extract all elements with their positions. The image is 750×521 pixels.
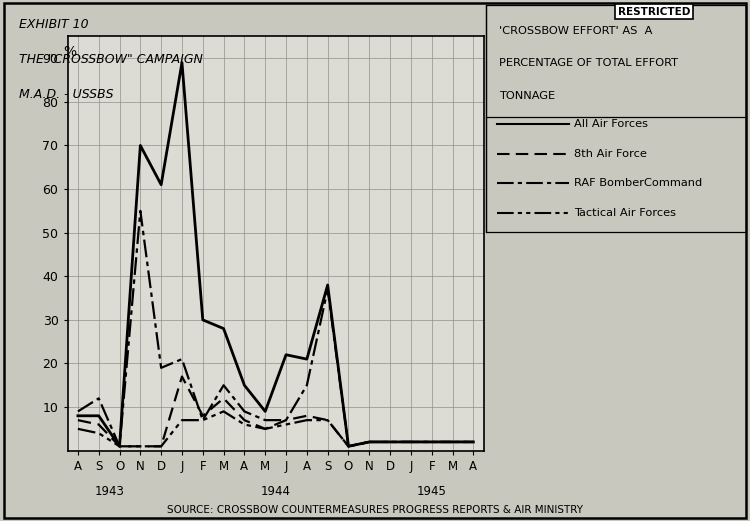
Text: TONNAGE: TONNAGE [499, 91, 555, 101]
Text: EXHIBIT 10: EXHIBIT 10 [19, 18, 88, 31]
Text: 8th Air Force: 8th Air Force [574, 148, 647, 159]
Text: 1943: 1943 [94, 486, 124, 499]
Text: 1945: 1945 [417, 486, 447, 499]
Text: SOURCE: CROSSBOW COUNTERMEASURES PROGRESS REPORTS & AIR MINISTRY: SOURCE: CROSSBOW COUNTERMEASURES PROGRES… [167, 505, 583, 515]
Text: M.A.D. - USSBS: M.A.D. - USSBS [19, 88, 113, 101]
Text: THE "CROSSBOW" CAMPAIGN: THE "CROSSBOW" CAMPAIGN [19, 53, 203, 66]
Text: PERCENTAGE OF TOTAL EFFORT: PERCENTAGE OF TOTAL EFFORT [499, 58, 678, 68]
Text: 'CROSSBOW EFFORT' AS  A: 'CROSSBOW EFFORT' AS A [499, 26, 652, 36]
Text: All Air Forces: All Air Forces [574, 119, 649, 129]
Text: %: % [63, 45, 76, 59]
Text: RESTRICTED: RESTRICTED [618, 7, 690, 17]
Text: 1944: 1944 [261, 486, 291, 499]
Text: Tactical Air Forces: Tactical Air Forces [574, 208, 676, 218]
Text: RAF BomberCommand: RAF BomberCommand [574, 178, 703, 189]
